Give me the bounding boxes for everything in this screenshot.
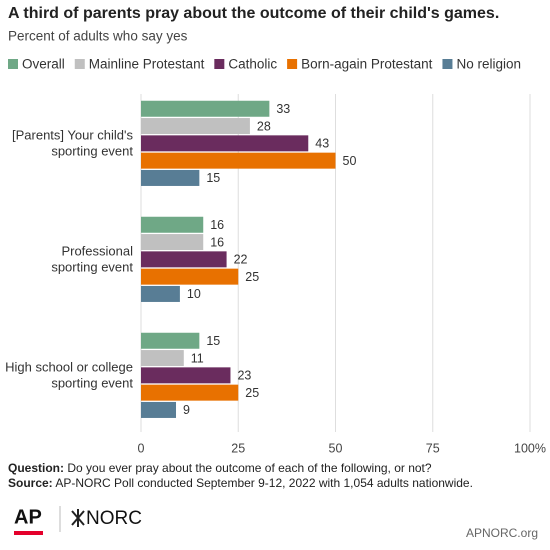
legend-label: Catholic — [228, 57, 277, 72]
bar — [141, 401, 177, 418]
bar — [141, 234, 204, 251]
legend-label: Born-again Protestant — [301, 57, 433, 72]
x-tick-label: 25 — [231, 441, 245, 455]
bar — [141, 100, 270, 117]
chart-title: A third of parents pray about the outcom… — [8, 5, 499, 22]
source: Source: AP-NORC Poll conducted September… — [8, 476, 473, 490]
value-label: 15 — [206, 171, 220, 185]
category-label: High school or college — [5, 359, 133, 374]
legend-swatch — [74, 59, 85, 69]
value-label: 16 — [210, 218, 224, 232]
category-label: [Parents] Your child's — [12, 127, 133, 142]
x-tick-label: 0 — [138, 441, 145, 455]
logo-ap-underline — [14, 531, 43, 535]
source-label: Source: — [8, 476, 53, 490]
source-text: AP-NORC Poll conducted September 9-12, 2… — [55, 476, 473, 490]
legend-label: Overall — [22, 57, 65, 72]
url: APNORC.org — [466, 526, 538, 540]
logo-norc: NORC — [86, 508, 142, 529]
bar — [141, 135, 309, 152]
value-label: 50 — [343, 154, 357, 168]
value-label: 33 — [276, 102, 290, 116]
question-text: Do you ever pray about the outcome of ea… — [67, 461, 432, 475]
value-label: 25 — [245, 386, 259, 400]
bar — [141, 350, 184, 367]
x-tick-label: 75 — [426, 441, 440, 455]
value-label: 25 — [245, 270, 259, 284]
bar — [141, 332, 200, 349]
bar — [141, 152, 336, 169]
value-label: 11 — [191, 351, 204, 365]
bar — [141, 251, 227, 268]
category-label: sporting event — [51, 143, 133, 158]
legend-swatch — [442, 59, 453, 69]
bar — [141, 268, 239, 285]
bar — [141, 285, 180, 302]
legend-swatch — [214, 59, 225, 69]
value-label: 15 — [206, 334, 220, 348]
bar — [141, 118, 250, 135]
bar — [141, 216, 204, 233]
logo-ap: AP — [14, 506, 42, 528]
category-label: Professional — [61, 243, 133, 258]
x-tick-label: 100% — [514, 441, 546, 455]
category-label: sporting event — [51, 259, 133, 274]
value-label: 22 — [234, 253, 248, 267]
value-label: 9 — [183, 403, 190, 417]
value-label: 43 — [315, 137, 329, 151]
x-tick-label: 50 — [329, 441, 343, 455]
bar — [141, 384, 239, 401]
question: Question: Do you ever pray about the out… — [8, 461, 432, 475]
chart-subtitle: Percent of adults who say yes — [8, 29, 188, 44]
value-label: 10 — [187, 287, 201, 301]
bar — [141, 367, 231, 384]
value-label: 28 — [257, 119, 271, 133]
legend-swatch — [287, 59, 298, 69]
value-label: 23 — [237, 369, 251, 383]
question-label: Question: — [8, 461, 64, 475]
value-label: 16 — [210, 235, 224, 249]
legend-label: No religion — [456, 57, 521, 72]
legend-label: Mainline Protestant — [89, 57, 205, 72]
category-label: sporting event — [51, 375, 133, 390]
legend-swatch — [8, 59, 18, 69]
logo-norc-star — [71, 509, 85, 527]
bar — [141, 169, 200, 186]
